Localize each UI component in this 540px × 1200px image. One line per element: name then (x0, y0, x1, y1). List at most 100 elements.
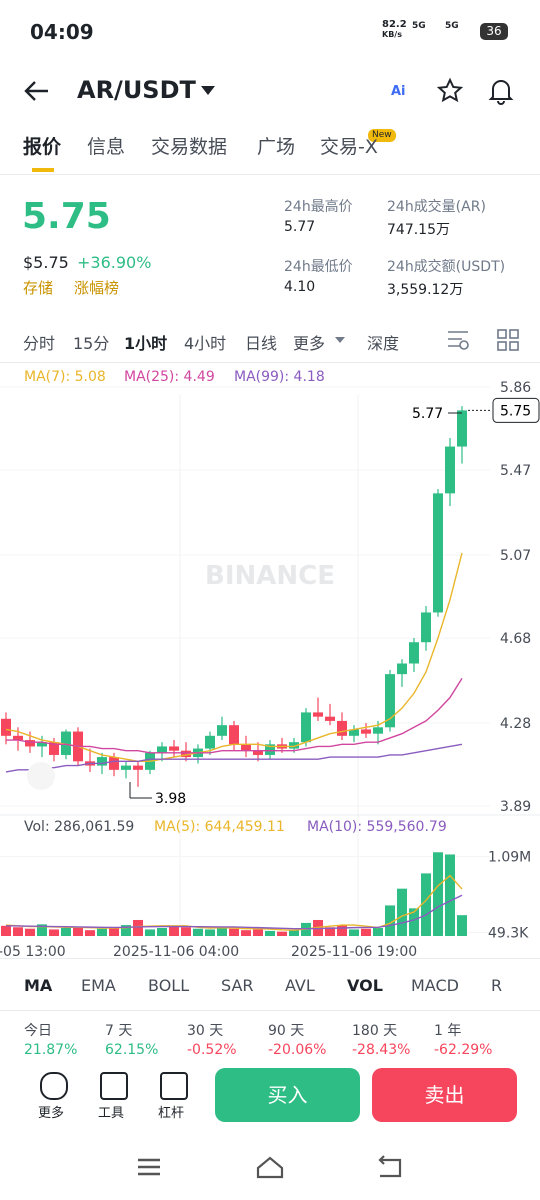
tool-label[interactable]: 工具 (98, 1106, 125, 1121)
divider (0, 958, 540, 959)
volume-bar (397, 888, 407, 936)
volume-bar (337, 925, 347, 936)
sell-button[interactable]: 卖出 (372, 1068, 517, 1122)
volume-bar (217, 926, 227, 936)
volume-bar (85, 930, 95, 936)
tool-label[interactable]: 更多 (38, 1106, 65, 1121)
buy-button[interactable]: 买入 (215, 1068, 360, 1122)
candle-body (409, 642, 419, 664)
tool-icon[interactable] (100, 1072, 128, 1100)
candle-body (361, 729, 371, 734)
interval[interactable]: 4小时 (184, 334, 227, 353)
volume-bar (61, 927, 71, 936)
vol-tick-label: 1.09M (488, 850, 531, 866)
expand[interactable] (27, 762, 55, 790)
ma-legend-item: MA(99): 4.18 (234, 369, 325, 385)
interval[interactable]: 分时 (23, 334, 56, 353)
bell[interactable] (487, 76, 515, 106)
interval[interactable]: 1小时 (124, 334, 168, 353)
candle-body (13, 735, 23, 741)
indicator[interactable]: SAR (221, 976, 254, 995)
ma-legend-item: MA(7): 5.08 (24, 369, 106, 385)
stat-value: 3,559.12万 (387, 282, 464, 298)
candle-body (217, 725, 227, 736)
interval[interactable]: 日线 (245, 334, 278, 353)
price-box (492, 397, 540, 423)
y-tick-label: 5.86 (500, 380, 531, 396)
vol-legend-item: Vol: 286,061.59 (24, 819, 135, 835)
tool-icon[interactable] (160, 1072, 188, 1100)
volume-bar (157, 927, 167, 936)
volume-bar (277, 931, 287, 936)
volume-bar (49, 929, 59, 936)
tool-icon[interactable] (40, 1072, 68, 1100)
last-price: 5.75 (22, 196, 111, 237)
tab[interactable]: 信息 (87, 136, 126, 158)
tab[interactable]: 交易-X (320, 136, 378, 158)
volume-bar (361, 928, 371, 936)
tab[interactable]: 报价 (23, 136, 62, 158)
link[interactable]: 涨幅榜 (74, 279, 120, 297)
candle-body (313, 712, 323, 717)
perf-label: 30 天 (187, 1023, 224, 1039)
stat-value: 4.10 (284, 279, 316, 295)
nav-bar (138, 1155, 402, 1179)
volume-bar (193, 928, 203, 936)
back[interactable] (22, 78, 52, 104)
interval[interactable]: 更多 (293, 334, 326, 353)
pair[interactable]: AR/USDT (77, 76, 196, 104)
star[interactable] (436, 77, 464, 105)
divider (0, 1010, 540, 1011)
change: +36.90% (77, 253, 152, 272)
volume-bar (265, 930, 275, 936)
tab[interactable]: 广场 (257, 136, 296, 158)
volume-bar (25, 928, 35, 936)
volume-bar (373, 927, 383, 936)
speed-unit: KB/s (382, 30, 402, 39)
candle-body (205, 735, 215, 749)
volume-bar (349, 929, 359, 936)
link[interactable]: 存储 (23, 279, 54, 297)
interval[interactable]: 深度 (367, 334, 400, 353)
speed: 82.2 (382, 19, 407, 30)
net: 5G (445, 21, 459, 31)
candle-body (337, 720, 347, 736)
candle-body (301, 712, 311, 743)
perf-label: 90 天 (268, 1023, 305, 1039)
indicator[interactable]: R (491, 976, 503, 995)
dropdown[interactable] (200, 85, 216, 97)
indicator[interactable]: MACD (411, 976, 459, 995)
volume-bar (169, 925, 179, 936)
vol-legend-item: MA(10): 559,560.79 (307, 819, 447, 835)
tab[interactable]: 交易数据 (151, 136, 228, 158)
high-label: 5.77 (412, 406, 443, 422)
y-tick-label: 5.07 (500, 548, 531, 564)
volume-bar (241, 930, 251, 936)
indicator[interactable]: MA (24, 976, 53, 995)
indicator[interactable]: EMA (81, 976, 116, 995)
indicator[interactable]: AVL (285, 976, 315, 995)
ai[interactable]: Ai (391, 84, 406, 99)
y-tick-label: 4.28 (500, 716, 531, 732)
tool-label[interactable]: 杠杆 (158, 1106, 185, 1121)
indicator[interactable]: BOLL (148, 976, 190, 995)
volume-bar (97, 928, 107, 936)
ma-line (5, 552, 463, 763)
ma-line (5, 743, 463, 773)
vol-legend-item: MA(5): 644,459.11 (154, 819, 285, 835)
candle-body (49, 742, 59, 755)
perf-label: 180 天 (352, 1023, 398, 1039)
net: 5G (412, 21, 426, 31)
stat-value: 5.77 (284, 219, 316, 235)
divider (0, 362, 540, 363)
candle-body (109, 757, 119, 770)
y-tick-label: 5.47 (500, 463, 531, 479)
volume-bar (433, 852, 443, 936)
volume-bar (109, 927, 119, 936)
indicator[interactable]: VOL (347, 976, 383, 995)
interval[interactable]: 15分 (73, 334, 110, 353)
volume-bar (385, 905, 395, 936)
perf-label: 今日 (24, 1023, 52, 1039)
chart-tools[interactable] (446, 328, 526, 352)
